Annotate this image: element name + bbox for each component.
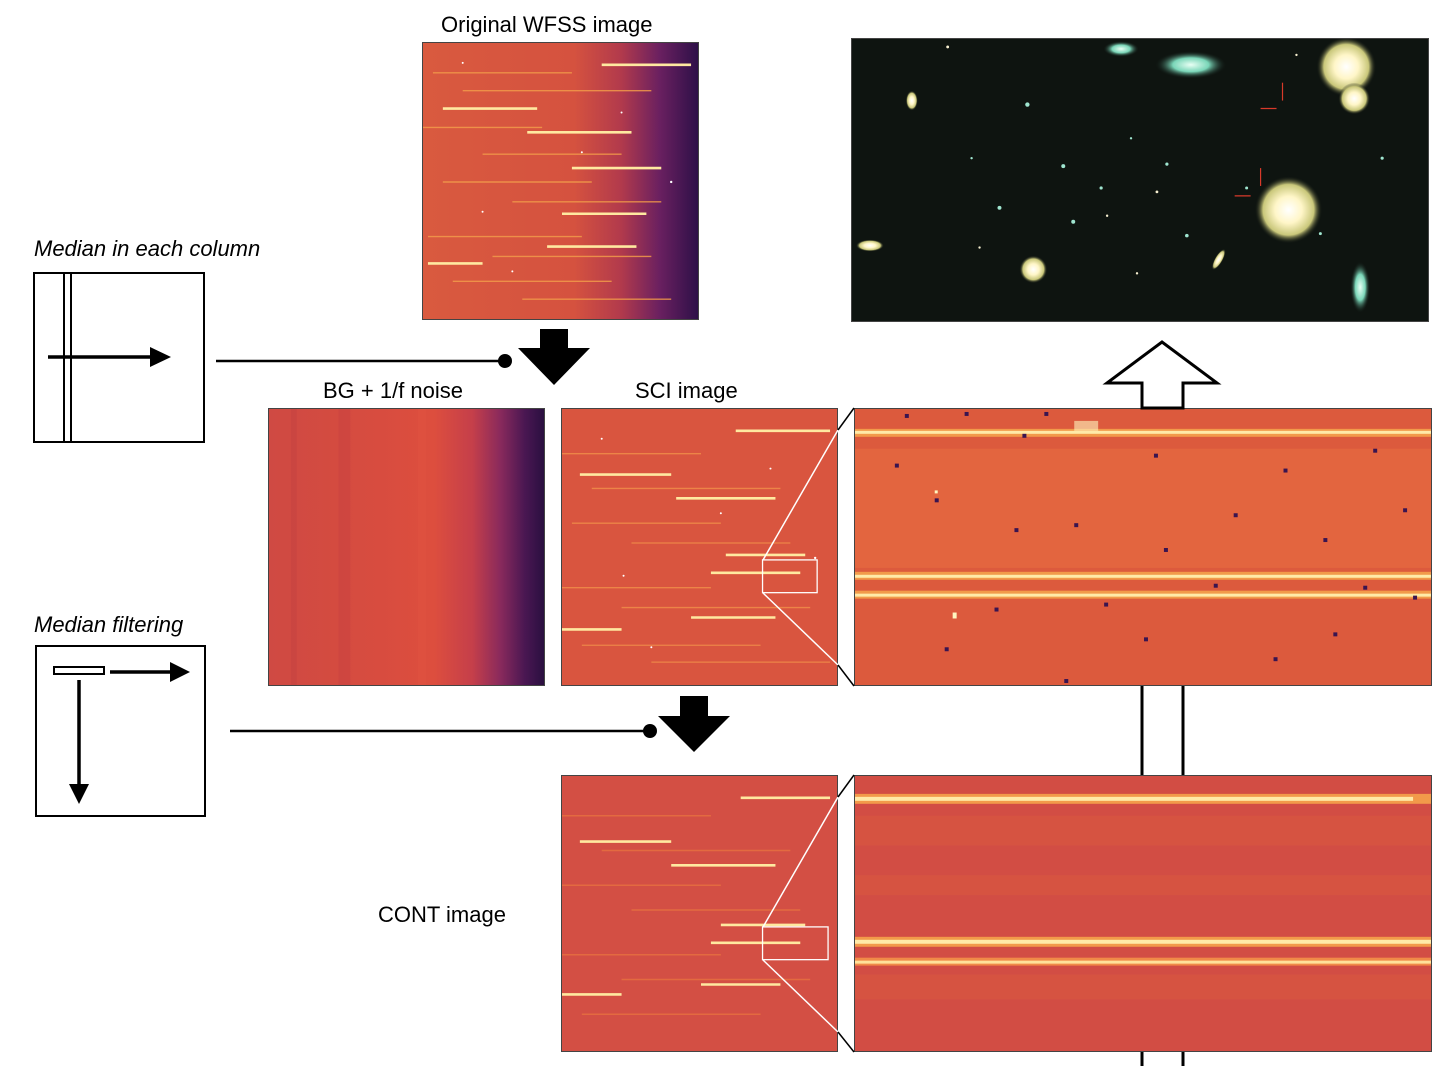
label-original-wfss: Original WFSS image <box>441 12 653 37</box>
sci-zoom-image <box>854 408 1432 686</box>
label-bg-noise: BG + 1/f noise <box>323 378 464 403</box>
bg-noise-image <box>268 408 545 686</box>
median-column-icon <box>33 272 205 443</box>
cont-image <box>561 775 838 1052</box>
label-sci-image: SCI image <box>635 378 738 403</box>
hollow-up-arrow-icon <box>1102 340 1222 410</box>
label-median-column: Median in each column <box>34 236 261 261</box>
sky-color-image <box>851 38 1429 322</box>
down-arrow-2-icon <box>658 696 730 752</box>
median-filtering-icon <box>35 645 206 817</box>
down-arrow-1-icon <box>518 329 590 385</box>
label-cont-image: CONT image <box>378 902 506 927</box>
original-wfss-image <box>422 42 699 320</box>
cont-zoom-image <box>854 775 1432 1052</box>
sci-image <box>561 408 838 686</box>
label-median-filtering: Median filtering <box>34 612 184 637</box>
